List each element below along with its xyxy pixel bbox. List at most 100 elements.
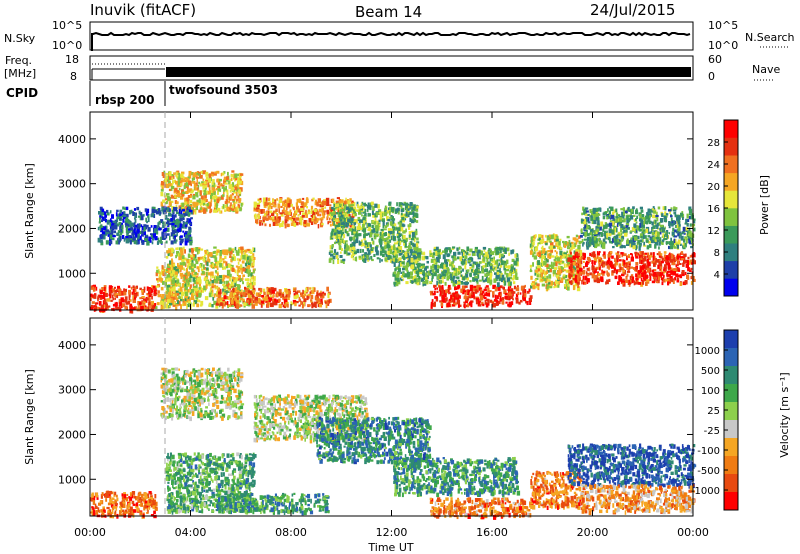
range-cell [176,182,179,188]
range-cell [375,228,378,232]
range-cell [312,303,316,308]
range-cell [478,304,482,307]
range-cell [467,290,469,296]
range-cell [532,253,535,258]
range-cell [481,290,484,295]
range-cell [248,298,252,303]
date-title: 24/Jul/2015 [590,1,675,19]
range-cell [608,213,611,219]
range-cell [673,259,676,263]
range-cell [256,202,260,207]
range-cell [478,268,480,272]
range-cell [212,195,216,200]
range-cell [253,269,255,274]
range-cell [188,174,192,179]
range-cell [205,171,209,177]
range-cell [448,291,451,295]
range-cell [410,230,414,234]
range-cell [219,288,222,293]
range-cell [534,234,537,238]
range-cell [585,262,588,268]
range-cell [114,302,118,307]
range-cell [196,303,200,308]
range-cell [151,295,153,300]
range-cell [286,223,290,228]
range-cell [587,217,590,222]
range-cell [667,270,672,273]
range-cell [144,307,148,310]
range-cell [552,281,554,285]
range-cell [391,236,394,240]
range-cell [177,180,180,186]
range-cell [690,267,693,271]
range-cell [333,221,335,226]
range-cell [363,228,367,233]
range-cell [475,279,479,283]
range-cell [363,235,366,239]
range-cell [294,210,297,216]
range-cell [488,290,492,293]
range-cell [529,301,532,305]
range-cell [194,277,197,280]
range-cell [691,273,694,278]
range-cell [167,284,171,288]
range-cell [653,273,656,277]
range-cell [151,285,154,289]
range-cell [577,259,581,264]
range-cell [483,249,486,252]
range-cell [353,201,356,207]
range-cell [434,296,438,299]
range-cell [652,276,657,280]
range-cell [240,267,243,271]
range-cell [195,202,199,206]
range-cell [560,277,564,282]
range-cell [431,278,433,282]
range-cell [148,297,151,302]
range-cell [566,281,569,285]
range-cell [478,299,482,302]
range-cell [638,281,642,285]
range-cell [407,205,410,209]
range-cell [541,245,544,251]
range-cell [350,254,354,259]
range-cell [181,273,183,277]
range-cell [636,278,639,281]
range-cell [170,273,174,277]
range-cell [510,288,514,292]
range-cell [237,301,240,306]
range-cell [291,302,294,306]
range-cell [512,281,516,285]
range-cell [314,296,318,301]
range-cell [540,253,543,257]
range-cell [515,297,519,300]
range-cell [432,255,435,259]
range-cell [340,222,344,225]
range-cell [332,259,335,265]
range-cell [364,252,368,255]
range-cell [493,299,498,302]
range-cell [422,265,424,270]
range-cell [444,250,447,255]
range-cell [182,176,185,179]
range-cell [673,212,676,215]
range-cell [608,264,613,268]
range-cell [171,279,175,285]
range-cell [299,211,301,215]
range-cell [209,210,212,214]
range-cell [626,266,630,270]
range-cell [265,211,269,215]
range-cell [515,272,518,276]
range-cell [549,245,553,250]
range-cell [573,285,575,291]
range-cell [201,287,204,290]
range-cell [174,280,177,283]
range-cell [306,286,309,291]
range-cell [295,209,298,214]
range-cell [413,237,416,243]
range-cell [181,202,185,207]
range-cell [443,291,446,297]
range-cell [358,209,361,212]
range-cell [300,205,303,210]
range-cell [232,279,235,282]
range-cell [251,304,255,309]
